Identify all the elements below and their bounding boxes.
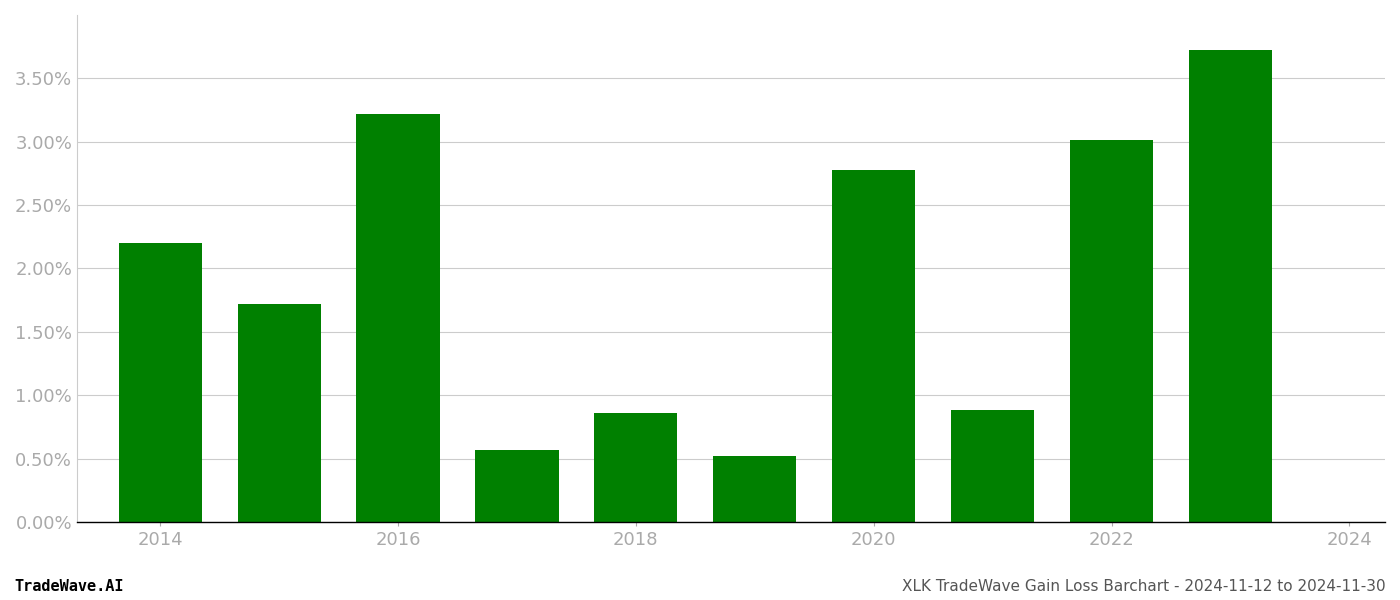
Bar [357,114,440,522]
Bar [476,450,559,522]
Bar [238,304,321,522]
Bar [594,413,678,522]
Bar [1070,140,1154,522]
Bar [1189,50,1273,522]
Bar [119,243,202,522]
Bar [832,170,916,522]
Text: TradeWave.AI: TradeWave.AI [14,579,123,594]
Bar [951,410,1035,522]
Bar [713,456,797,522]
Text: XLK TradeWave Gain Loss Barchart - 2024-11-12 to 2024-11-30: XLK TradeWave Gain Loss Barchart - 2024-… [903,579,1386,594]
